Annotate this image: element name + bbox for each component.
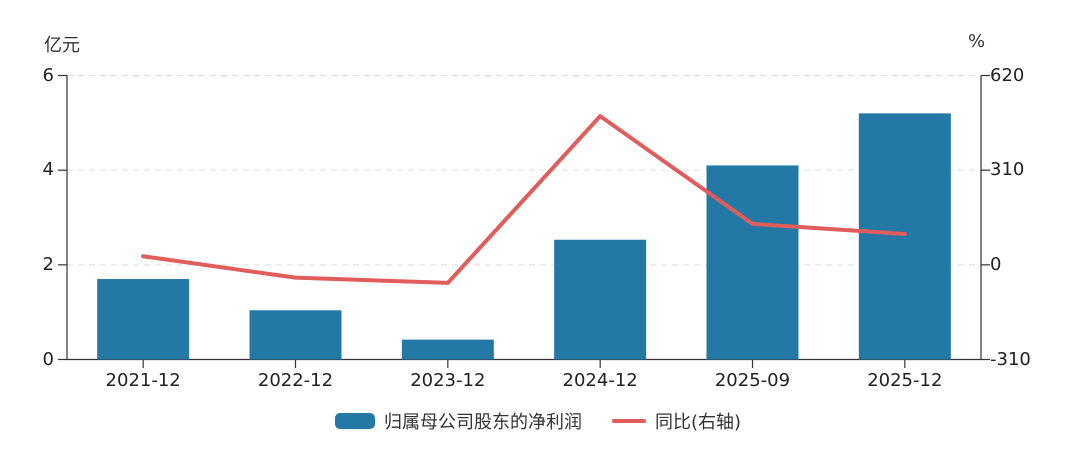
legend-swatch-net-profit [334, 413, 375, 429]
x-axis-labels: 2021-12 2022-12 2023-12 2024-12 2025-09 … [67, 370, 981, 391]
yoy-line [141, 114, 907, 285]
x-label-2025-09: 2025-09 [714, 370, 791, 391]
legend-label-yoy: 同比(右轴) [654, 412, 742, 433]
bar [97, 279, 190, 360]
legend-label-net-profit: 归属母公司股东的净利润 [383, 412, 582, 433]
left-tick-0: 0 [42, 348, 54, 370]
right-tick--310: -310 [990, 348, 1031, 370]
left-tick-6: 6 [42, 64, 54, 86]
legend-line-yoy [611, 419, 646, 423]
legend: 归属母公司股东的净利润 同比(右轴) [0, 408, 1076, 434]
x-label-2021-12: 2021-12 [105, 370, 181, 391]
left-tick-4: 4 [42, 159, 54, 181]
x-label-2023-12: 2023-12 [410, 370, 486, 391]
right-axis-unit: % [968, 31, 986, 52]
left-axis-unit: 亿元 [44, 35, 80, 56]
right-tick-310: 310 [990, 159, 1025, 181]
bar [554, 239, 647, 360]
x-label-2025-12: 2025-12 [867, 370, 943, 391]
x-label-2022-12: 2022-12 [257, 370, 334, 391]
left-tick-2: 2 [42, 253, 54, 275]
right-tick-620: 620 [990, 64, 1025, 86]
legend-item-net-profit[interactable]: 归属母公司股东的净利润 [334, 408, 582, 434]
bar [401, 339, 494, 360]
x-label-2024-12: 2024-12 [562, 370, 638, 391]
bar [249, 310, 342, 360]
bar [706, 165, 799, 360]
right-tick-0: 0 [990, 253, 1002, 275]
bar [858, 113, 951, 360]
legend-item-yoy[interactable]: 同比(右轴) [611, 408, 742, 434]
